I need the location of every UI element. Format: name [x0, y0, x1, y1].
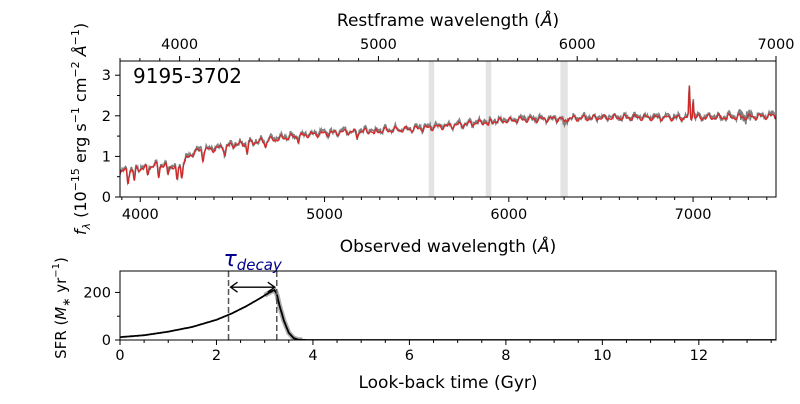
x2tick-label-2: 6000	[559, 37, 596, 53]
ytick-label-2: 2	[102, 109, 111, 125]
observed-wavelength-ticks: 4000 5000 6000 7000	[121, 197, 768, 223]
restframe-wavelength-ticks: 4000 5000 6000 7000	[119, 37, 795, 61]
model-spectrum-line	[120, 85, 776, 185]
lookback-time-label: Look-back time (Gyr)	[358, 373, 537, 393]
sfh-xtick-label-2: 4	[308, 348, 317, 364]
flux-axis-label: fλ (10−15 erg s−1 cm−2 Å−1)	[69, 23, 93, 235]
sfh-line	[120, 288, 776, 340]
sfh-ytick-label-1: 200	[83, 285, 111, 301]
sfh-uncertainty-band	[263, 286, 303, 340]
observed-spectrum-line	[120, 86, 776, 186]
ytick-label-0: 0	[102, 190, 111, 206]
sfh-xtick-label-1: 2	[212, 348, 221, 364]
sfh-ytick-label-0: 0	[102, 333, 111, 349]
tau-arrow-left-head	[229, 281, 238, 293]
lookback-time-ticks: 0 2 4 6 8 10 12	[115, 340, 772, 364]
masked-region-1	[485, 61, 492, 197]
spectrum-panel: 4000 5000 6000 7000 4000 5000 6000 7000 0 1 2 3 9…	[69, 9, 794, 257]
sfr-axis-label: SFR (M∗ yr−1)	[51, 257, 73, 359]
x2tick-label-3: 7000	[758, 37, 795, 53]
ytick-label-1: 1	[102, 149, 111, 165]
masked-regions	[428, 61, 568, 197]
sfh-panel: τdecay 0 2 4 6 8 10 12 0 200 Look-back time (Gy…	[51, 247, 777, 393]
flux-ticks: 0 1 2 3	[102, 68, 120, 206]
spectrum-plot-frame	[119, 60, 777, 198]
sfh-xtick-label-0: 0	[115, 348, 124, 364]
tau-arrow-right-head	[267, 281, 276, 293]
masked-region-2	[560, 61, 568, 197]
sfh-xtick-label-5: 10	[593, 348, 611, 364]
xtick-label-0: 4000	[122, 207, 159, 223]
sfh-xtick-label-6: 12	[690, 348, 708, 364]
spectrum-id-annotation: 9195-3702	[133, 64, 242, 88]
sfr-ticks: 0 200	[83, 285, 120, 349]
x2tick-label-0: 4000	[161, 37, 198, 53]
sfh-xtick-label-3: 6	[405, 348, 414, 364]
xtick-label-2: 6000	[490, 207, 527, 223]
x2tick-label-1: 5000	[360, 37, 397, 53]
xtick-label-3: 7000	[675, 207, 712, 223]
tau-decay-label: τdecay	[223, 247, 282, 274]
ytick-label-3: 3	[102, 68, 111, 84]
sfh-xtick-label-4: 8	[501, 348, 510, 364]
restframe-wavelength-label: Restframe wavelength (Å)	[337, 9, 559, 31]
sfh-plot-frame	[119, 270, 777, 341]
observed-wavelength-label: Observed wavelength (Å)	[340, 235, 557, 257]
xtick-label-1: 5000	[306, 207, 343, 223]
